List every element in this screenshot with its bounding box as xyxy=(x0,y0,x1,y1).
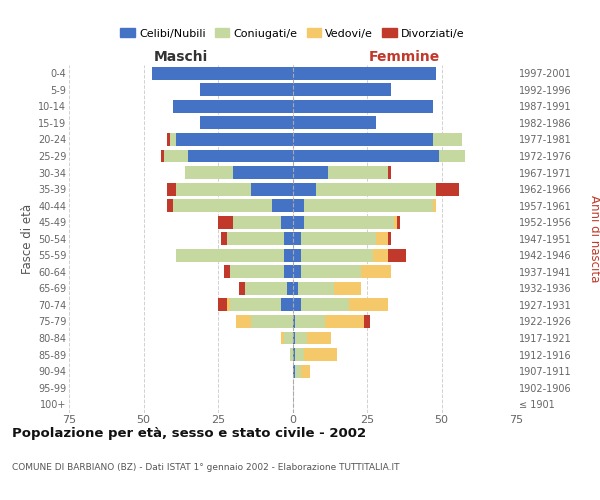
Bar xyxy=(224,266,230,278)
Bar xyxy=(293,182,316,196)
Bar xyxy=(281,216,293,228)
Bar xyxy=(293,348,295,361)
Bar xyxy=(293,166,328,179)
Bar xyxy=(328,166,388,179)
Bar xyxy=(388,249,406,262)
Bar xyxy=(167,199,173,212)
Bar xyxy=(200,84,293,96)
Bar xyxy=(230,266,284,278)
Bar xyxy=(293,150,439,162)
Bar xyxy=(290,348,293,361)
Bar xyxy=(293,133,433,146)
Bar xyxy=(325,315,364,328)
Bar xyxy=(334,282,361,295)
Bar xyxy=(301,249,373,262)
Bar xyxy=(436,182,460,196)
Bar xyxy=(251,315,293,328)
Bar xyxy=(301,298,349,312)
Bar xyxy=(239,282,245,295)
Bar xyxy=(185,166,233,179)
Bar xyxy=(304,216,394,228)
Text: Popolazione per età, sesso e stato civile - 2002: Popolazione per età, sesso e stato civil… xyxy=(12,428,366,440)
Bar xyxy=(272,199,293,212)
Text: COMUNE DI BARBIANO (BZ) - Dati ISTAT 1° gennaio 2002 - Elaborazione TUTTITALIA.I: COMUNE DI BARBIANO (BZ) - Dati ISTAT 1° … xyxy=(12,462,400,471)
Bar xyxy=(364,315,370,328)
Bar xyxy=(218,216,233,228)
Bar xyxy=(293,282,298,295)
Bar xyxy=(295,364,301,378)
Bar xyxy=(307,332,331,344)
Bar xyxy=(433,199,436,212)
Bar xyxy=(316,182,436,196)
Bar xyxy=(284,232,293,245)
Bar xyxy=(293,298,301,312)
Bar xyxy=(245,282,287,295)
Y-axis label: Fasce di età: Fasce di età xyxy=(20,204,34,274)
Bar xyxy=(233,166,293,179)
Bar xyxy=(236,315,251,328)
Bar xyxy=(293,249,301,262)
Bar xyxy=(388,166,391,179)
Bar xyxy=(293,232,301,245)
Bar xyxy=(293,67,436,80)
Bar xyxy=(376,232,388,245)
Bar xyxy=(218,298,227,312)
Bar xyxy=(164,150,188,162)
Bar xyxy=(152,67,293,80)
Bar xyxy=(304,348,337,361)
Bar xyxy=(295,348,304,361)
Bar xyxy=(293,116,376,130)
Bar xyxy=(284,332,293,344)
Bar xyxy=(161,150,164,162)
Bar xyxy=(394,216,397,228)
Bar xyxy=(293,216,304,228)
Bar xyxy=(293,332,295,344)
Bar xyxy=(200,116,293,130)
Bar xyxy=(284,266,293,278)
Bar xyxy=(221,232,227,245)
Bar xyxy=(304,199,433,212)
Bar xyxy=(295,315,325,328)
Bar xyxy=(188,150,293,162)
Bar xyxy=(176,249,284,262)
Bar xyxy=(281,332,284,344)
Bar xyxy=(293,84,391,96)
Bar xyxy=(251,182,293,196)
Bar xyxy=(293,315,295,328)
Bar xyxy=(301,364,310,378)
Bar xyxy=(373,249,388,262)
Bar xyxy=(433,133,463,146)
Bar xyxy=(233,216,281,228)
Bar xyxy=(293,100,433,113)
Bar xyxy=(397,216,400,228)
Bar xyxy=(388,232,391,245)
Text: Femmine: Femmine xyxy=(368,50,440,64)
Text: Maschi: Maschi xyxy=(154,50,208,64)
Y-axis label: Anni di nascita: Anni di nascita xyxy=(589,195,600,282)
Bar xyxy=(301,266,361,278)
Bar xyxy=(281,298,293,312)
Bar xyxy=(176,133,293,146)
Bar xyxy=(173,199,272,212)
Bar xyxy=(293,266,301,278)
Bar xyxy=(176,182,251,196)
Bar xyxy=(293,364,295,378)
Bar xyxy=(167,182,176,196)
Bar xyxy=(227,298,230,312)
Bar xyxy=(361,266,391,278)
Bar xyxy=(295,332,307,344)
Bar xyxy=(298,282,334,295)
Bar xyxy=(301,232,376,245)
Bar xyxy=(349,298,388,312)
Bar xyxy=(170,133,176,146)
Bar xyxy=(287,282,293,295)
Bar xyxy=(284,249,293,262)
Bar xyxy=(439,150,466,162)
Bar xyxy=(230,298,281,312)
Bar xyxy=(173,100,293,113)
Bar xyxy=(227,232,284,245)
Bar xyxy=(167,133,170,146)
Legend: Celibi/Nubili, Coniugati/e, Vedovi/e, Divorziati/e: Celibi/Nubili, Coniugati/e, Vedovi/e, Di… xyxy=(116,24,469,43)
Bar xyxy=(293,199,304,212)
